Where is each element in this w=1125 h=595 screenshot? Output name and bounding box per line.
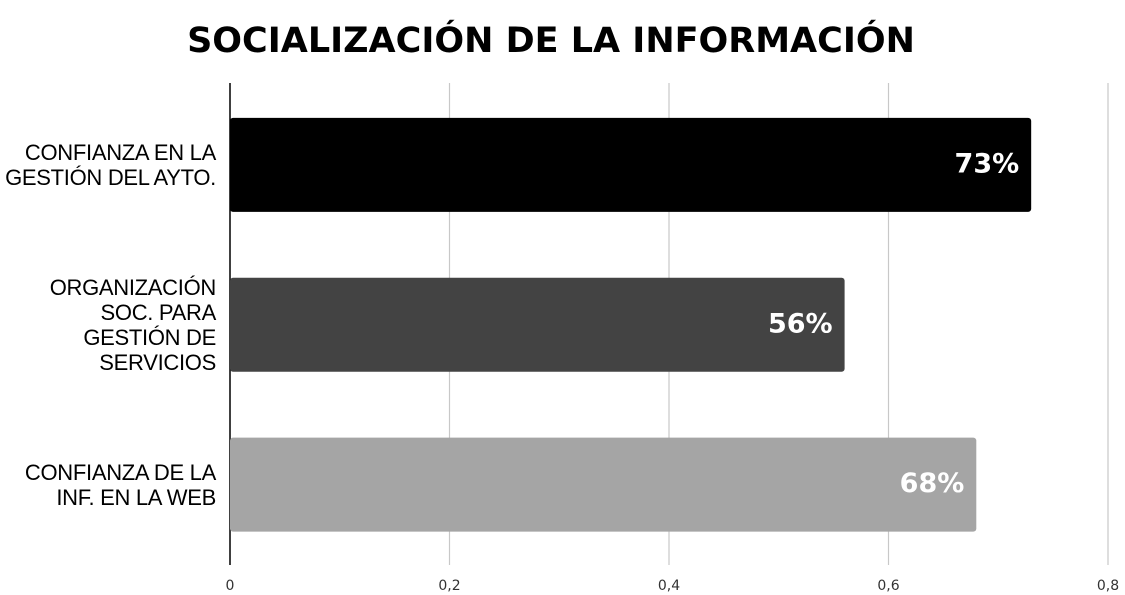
x-tick-label: 0,8 [1097, 578, 1119, 594]
x-tick-label: 0 [226, 578, 235, 594]
bar [230, 277, 845, 372]
y-tick-label: CONFIANZA DE LA INF. EN LA WEB [24, 459, 216, 510]
value-label: 73% [955, 148, 1020, 179]
bar [230, 437, 977, 532]
value-label: 56% [768, 308, 833, 339]
y-tick-label: ORGANIZACIÓN SOC. PARA GESTIÓN DE SERVIC… [49, 274, 217, 375]
value-label: 68% [900, 468, 965, 499]
x-tick-label: 0,4 [658, 578, 680, 594]
bar [230, 117, 1032, 212]
x-tick-label: 0,6 [877, 578, 899, 594]
y-tick-label: CONFIANZA EN LA GESTIÓN DEL AYTO. [5, 139, 216, 190]
x-tick-label: 0,2 [438, 578, 460, 594]
chart-title: SOCIALIZACIÓN DE LA INFORMACIÓN [187, 19, 915, 61]
